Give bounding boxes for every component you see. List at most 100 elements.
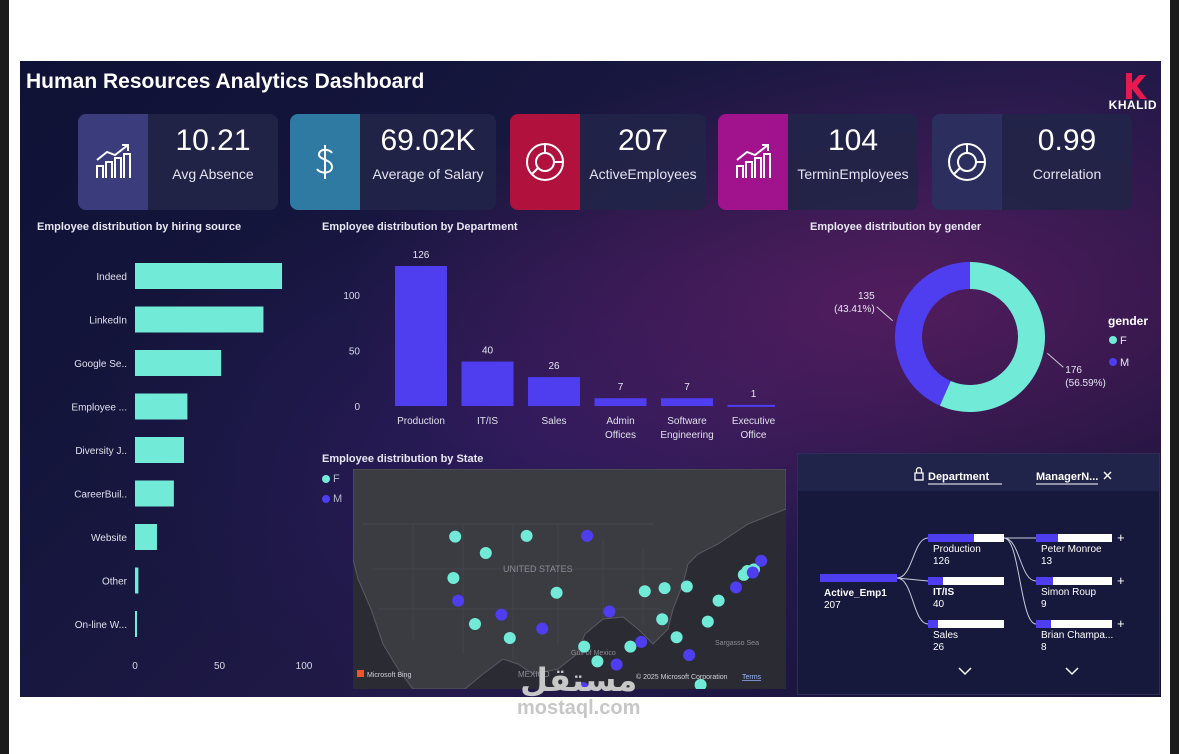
- expand-plus-icon[interactable]: +: [1117, 573, 1125, 588]
- gender-slice-m[interactable]: [895, 262, 970, 406]
- node-value: 40: [933, 599, 945, 610]
- department-y-tick: 100: [343, 291, 360, 302]
- tree-node-root[interactable]: Active_Emp1 207: [820, 574, 897, 611]
- tree-node-brian-champa[interactable]: Brian Champa... 8 +: [1036, 616, 1125, 653]
- map-point-f[interactable]: [479, 547, 492, 559]
- gender-donut-chart: 176 (56.59%) 135 (43.41%) gender FM: [834, 262, 1148, 412]
- map-point-m[interactable]: [581, 529, 594, 542]
- kpi-card-active-employees[interactable]: 207 ActiveEmployees: [510, 114, 706, 210]
- kpi-card-correlation[interactable]: 0.99 Correlation: [932, 114, 1132, 210]
- hiring-source-bar[interactable]: [135, 611, 137, 637]
- department-bar[interactable]: [727, 404, 776, 407]
- map-point-m[interactable]: [730, 581, 742, 594]
- map-point-m[interactable]: [452, 594, 465, 607]
- tree-connectors: [896, 537, 1037, 625]
- hiring-source-bar[interactable]: [135, 393, 188, 420]
- map-point-f[interactable]: [503, 632, 516, 645]
- tree-node-peter-monroe[interactable]: Peter Monroe 13 +: [1036, 530, 1125, 567]
- tree-node-sales[interactable]: Sales 26: [928, 620, 1004, 653]
- department-bar[interactable]: [528, 377, 580, 406]
- kpi-card-avg-salary[interactable]: 69.02K Average of Salary: [290, 114, 496, 210]
- department-category-label: Offices: [605, 430, 636, 441]
- department-bar[interactable]: [395, 266, 447, 406]
- department-category-label: Office: [741, 430, 767, 441]
- legend-label-f: F: [333, 473, 340, 485]
- hiring-source-bar[interactable]: [135, 306, 264, 333]
- hiring-source-bar[interactable]: [135, 263, 283, 289]
- map-point-f[interactable]: [469, 617, 481, 630]
- tree-node-itis[interactable]: IT/IS 40: [928, 577, 1004, 610]
- department-bar[interactable]: [461, 361, 514, 406]
- hiring-source-label: On-line W...: [75, 620, 127, 631]
- hiring-source-bar[interactable]: [135, 567, 139, 594]
- decomp-header-manager[interactable]: ManagerN...: [1036, 471, 1098, 483]
- map-point-f[interactable]: [694, 678, 707, 689]
- map-label-gulf: Gulf of Mexico: [571, 650, 616, 657]
- close-icon[interactable]: [1103, 471, 1112, 480]
- hiring-source-label: Google Se..: [74, 359, 127, 370]
- map-point-f[interactable]: [550, 586, 563, 599]
- tree-node-simon-roup[interactable]: Simon Roup 9 +: [1036, 573, 1125, 610]
- map-point-m[interactable]: [755, 554, 768, 567]
- chevron-down-icon[interactable]: [1065, 667, 1079, 676]
- map-point-m[interactable]: [746, 566, 759, 579]
- map-point-m[interactable]: [536, 622, 549, 635]
- chevron-down-icon[interactable]: [958, 667, 972, 676]
- node-bar-fill: [928, 577, 943, 585]
- map-point-m[interactable]: [603, 605, 616, 618]
- kpi-value: 207: [617, 124, 669, 157]
- department-bar[interactable]: [661, 398, 713, 406]
- map-point-f[interactable]: [591, 655, 604, 668]
- map-point-m[interactable]: [495, 608, 508, 621]
- node-bar-track: [1036, 534, 1112, 542]
- map-point-m[interactable]: [635, 635, 648, 648]
- decomposition-tree: Department ManagerN... Active_Emp1 207 P…: [797, 453, 1160, 695]
- department-category-label: IT/IS: [477, 416, 498, 427]
- node-label: IT/IS: [933, 587, 954, 598]
- node-value: 126: [933, 556, 950, 567]
- map-point-f[interactable]: [658, 582, 671, 595]
- map-point-m[interactable]: [577, 681, 589, 689]
- map-point-f[interactable]: [701, 615, 714, 628]
- tree-node-production[interactable]: Production 126: [928, 534, 1004, 567]
- hiring-source-bar[interactable]: [135, 437, 185, 463]
- map-point-f[interactable]: [638, 585, 651, 598]
- map-point-f[interactable]: [680, 580, 693, 593]
- kpi-label: Avg Absence: [172, 166, 254, 182]
- kpi-card-termin-employees[interactable]: 104 TerminEmployees: [718, 114, 918, 210]
- hiring-source-bar[interactable]: [135, 524, 157, 550]
- map-point-f[interactable]: [656, 613, 669, 626]
- map-point-m[interactable]: [683, 649, 696, 662]
- gender-legend-label: M: [1120, 357, 1129, 369]
- decomp-header-department[interactable]: Department: [928, 471, 989, 483]
- decomposition-header: [798, 454, 1159, 491]
- expand-plus-icon[interactable]: +: [1117, 530, 1125, 545]
- node-bar-track: [1036, 620, 1112, 628]
- frame-left: [0, 0, 9, 754]
- department-category-label: Production: [397, 416, 445, 427]
- hiring-source-bar[interactable]: [135, 480, 174, 507]
- map-terms-link[interactable]: Terms: [742, 674, 762, 681]
- north-america-landmass: [353, 469, 786, 689]
- node-label: Brian Champa...: [1041, 630, 1113, 641]
- hiring-source-bar[interactable]: [135, 350, 222, 376]
- kpi-icon-box: [78, 114, 148, 210]
- map-point-f[interactable]: [520, 529, 533, 542]
- map-point-f[interactable]: [712, 594, 725, 607]
- map-point-f[interactable]: [449, 530, 462, 543]
- department-bar[interactable]: [594, 398, 647, 406]
- map-point-f[interactable]: [670, 631, 683, 644]
- state-map-title: Employee distribution by State: [322, 453, 484, 465]
- map-point-m[interactable]: [610, 658, 623, 671]
- kpi-card-avg-absence[interactable]: 10.21 Avg Absence: [78, 114, 278, 210]
- map-point-f[interactable]: [447, 571, 460, 584]
- state-map[interactable]: UNITED STATES Gulf of Mexico MEXICO Sarg…: [353, 469, 786, 689]
- kpi-value: 0.99: [1037, 124, 1097, 157]
- map-point-f[interactable]: [578, 640, 591, 653]
- brand-logo-icon: [1126, 73, 1147, 99]
- map-point-f[interactable]: [624, 640, 637, 653]
- department-data-label: 7: [684, 382, 690, 393]
- expand-plus-icon[interactable]: +: [1117, 616, 1125, 631]
- gender-slice-f[interactable]: [939, 262, 1045, 412]
- department-data-label: 1: [751, 389, 757, 400]
